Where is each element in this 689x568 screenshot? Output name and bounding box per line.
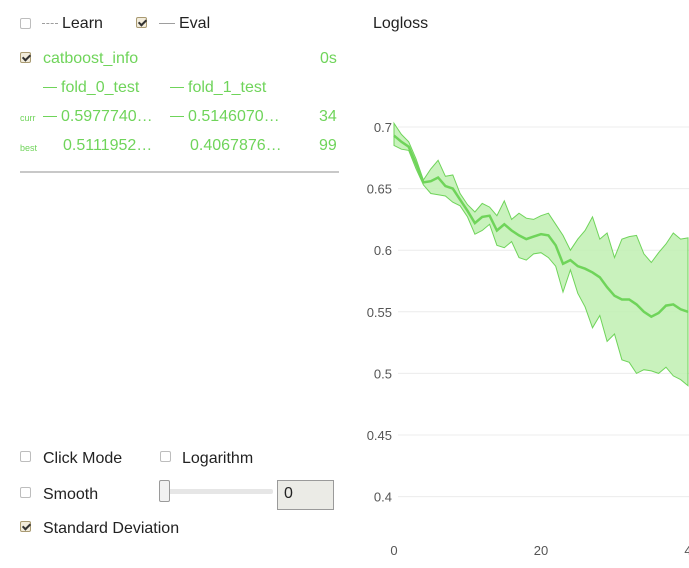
fold-1-line-icon	[170, 116, 184, 118]
fold-0-line-icon	[43, 87, 57, 89]
curr-label: curr	[20, 113, 36, 123]
best-value-fold-0: 0.5111952…	[63, 137, 153, 154]
x-tick-label: 20	[534, 543, 548, 558]
learn-checkbox[interactable]	[20, 18, 31, 29]
curr-value-fold-1: 0.5146070…	[170, 108, 280, 126]
eval-checkbox[interactable]	[136, 17, 147, 28]
click-mode-label: Click Mode	[43, 450, 123, 467]
logarithm-checkbox[interactable]	[160, 451, 171, 462]
std-dev-checkbox[interactable]	[20, 521, 31, 532]
best-value-fold-1: 0.4067876…	[190, 137, 282, 154]
smooth-label: Smooth	[43, 486, 99, 503]
smooth-slider-track[interactable]	[168, 489, 273, 494]
fold-0-legend: fold_0_test	[43, 79, 139, 97]
run-checkbox[interactable]	[20, 52, 31, 63]
divider	[20, 171, 339, 173]
y-tick-label: 0.55	[367, 305, 392, 320]
y-tick-label: 0.6	[374, 243, 392, 258]
y-tick-label: 0.5	[374, 366, 392, 381]
curr-value-fold-0: 0.5977740…	[43, 108, 153, 126]
best-label: best	[20, 143, 38, 153]
smooth-checkbox[interactable]	[20, 487, 31, 498]
learn-dash-icon	[42, 23, 58, 25]
y-tick-label: 0.4	[374, 490, 392, 505]
smooth-value-input[interactable]: 0	[277, 480, 334, 510]
fold-1-line-icon	[170, 87, 184, 89]
smooth-slider-handle[interactable]	[159, 480, 170, 502]
x-tick-label: 4	[684, 543, 689, 558]
x-tick-label: 0	[390, 543, 397, 558]
y-tick-label: 0.7	[374, 120, 392, 135]
std-dev-label: Standard Deviation	[43, 520, 180, 537]
mean-series-line	[393, 134, 689, 319]
best-iteration: 99	[319, 137, 337, 154]
curr-iteration: 34	[319, 108, 337, 125]
fold-1-legend: fold_1_test	[170, 79, 266, 97]
logarithm-label: Logarithm	[182, 450, 254, 467]
learn-legend: Learn	[42, 15, 103, 33]
y-tick-label: 0.45	[367, 428, 392, 443]
fold-0-line-icon	[43, 116, 57, 118]
run-time: 0s	[320, 50, 337, 67]
click-mode-checkbox[interactable]	[20, 451, 31, 462]
run-name: catboost_info	[43, 50, 139, 67]
std-dev-band	[393, 121, 689, 387]
eval-legend: Eval	[159, 15, 210, 33]
eval-line-icon	[159, 23, 175, 25]
y-tick-label: 0.65	[367, 182, 392, 197]
chart-title: Logloss	[373, 15, 429, 32]
